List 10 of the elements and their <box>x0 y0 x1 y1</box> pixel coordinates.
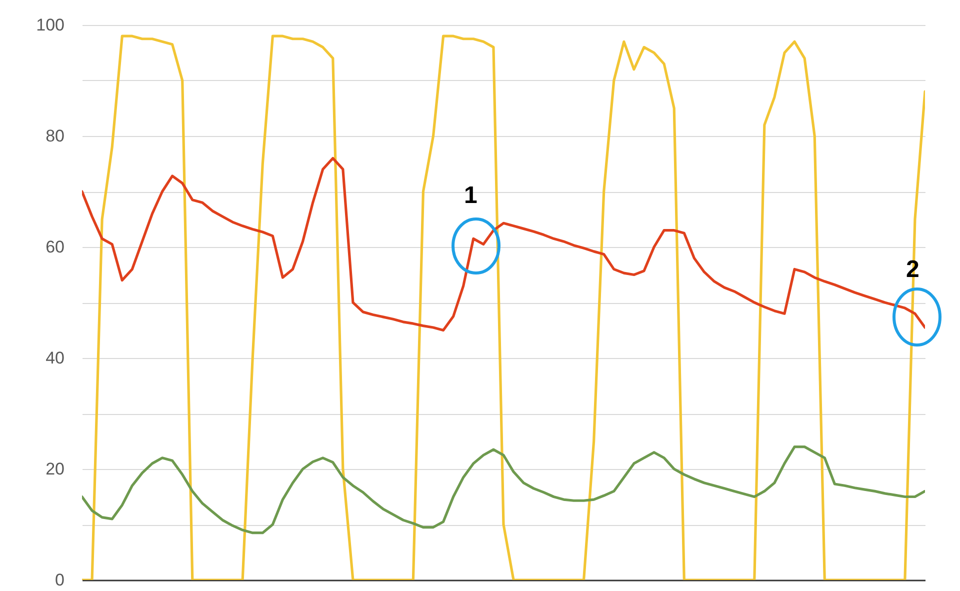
y-tick-label: 0 <box>55 570 64 590</box>
y-tick-label: 100 <box>36 16 64 34</box>
line-series <box>82 34 925 580</box>
y-tick-label: 80 <box>46 126 64 146</box>
y-tick-label: 60 <box>46 238 64 256</box>
line-series <box>82 446 925 534</box>
y-tick-label: 20 <box>46 460 64 478</box>
line-series <box>82 156 925 332</box>
annotation: 1 <box>464 182 478 210</box>
y-tick-label: 40 <box>46 348 64 368</box>
